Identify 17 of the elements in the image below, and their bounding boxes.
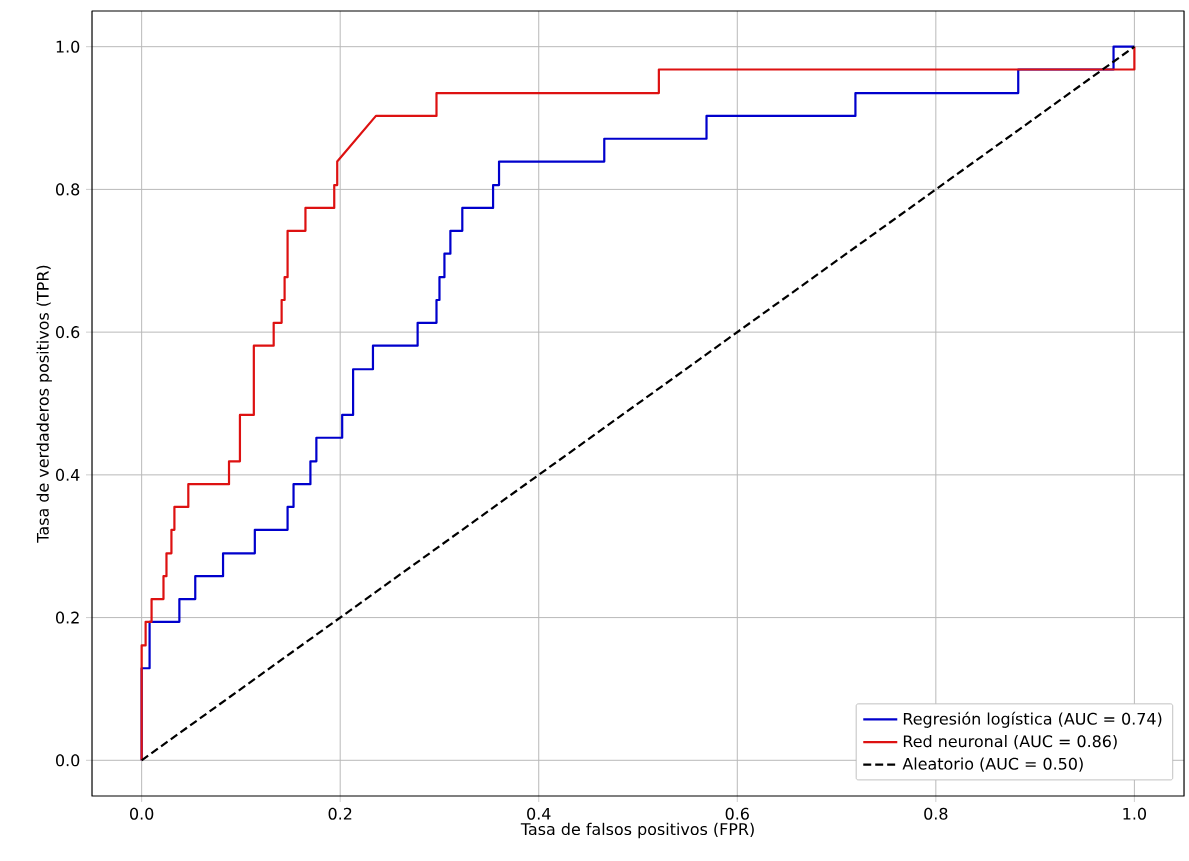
y-tick-label: 0.6 xyxy=(56,326,80,339)
x-tick-label: 0.0 xyxy=(130,807,154,820)
legend-label: Red neuronal (AUC = 0.86) xyxy=(903,734,1117,750)
legend-label: Regresión logística (AUC = 0.74) xyxy=(903,711,1162,728)
y-tick-label: 0.2 xyxy=(56,611,79,624)
x-tick-label: 0.6 xyxy=(725,807,749,820)
y-tick-label: 1.0 xyxy=(56,40,80,53)
x-tick-label: 0.8 xyxy=(924,807,948,820)
x-tick-label: 1.0 xyxy=(1123,807,1147,820)
x-tick-label: 0.2 xyxy=(328,807,352,820)
y-tick-label: 0.4 xyxy=(56,468,80,481)
x-tick-label: 0.4 xyxy=(527,807,551,820)
y-tick-label: 0.8 xyxy=(56,183,80,196)
y-axis-title: Tasa de verdaderos positivos (TPR) xyxy=(36,265,52,543)
legend-label: Aleatorio (AUC = 0.50) xyxy=(902,757,1083,772)
x-axis-title: Tasa de falsos positivos (FPR) xyxy=(520,822,754,839)
y-tick-label: 0.0 xyxy=(56,754,80,767)
